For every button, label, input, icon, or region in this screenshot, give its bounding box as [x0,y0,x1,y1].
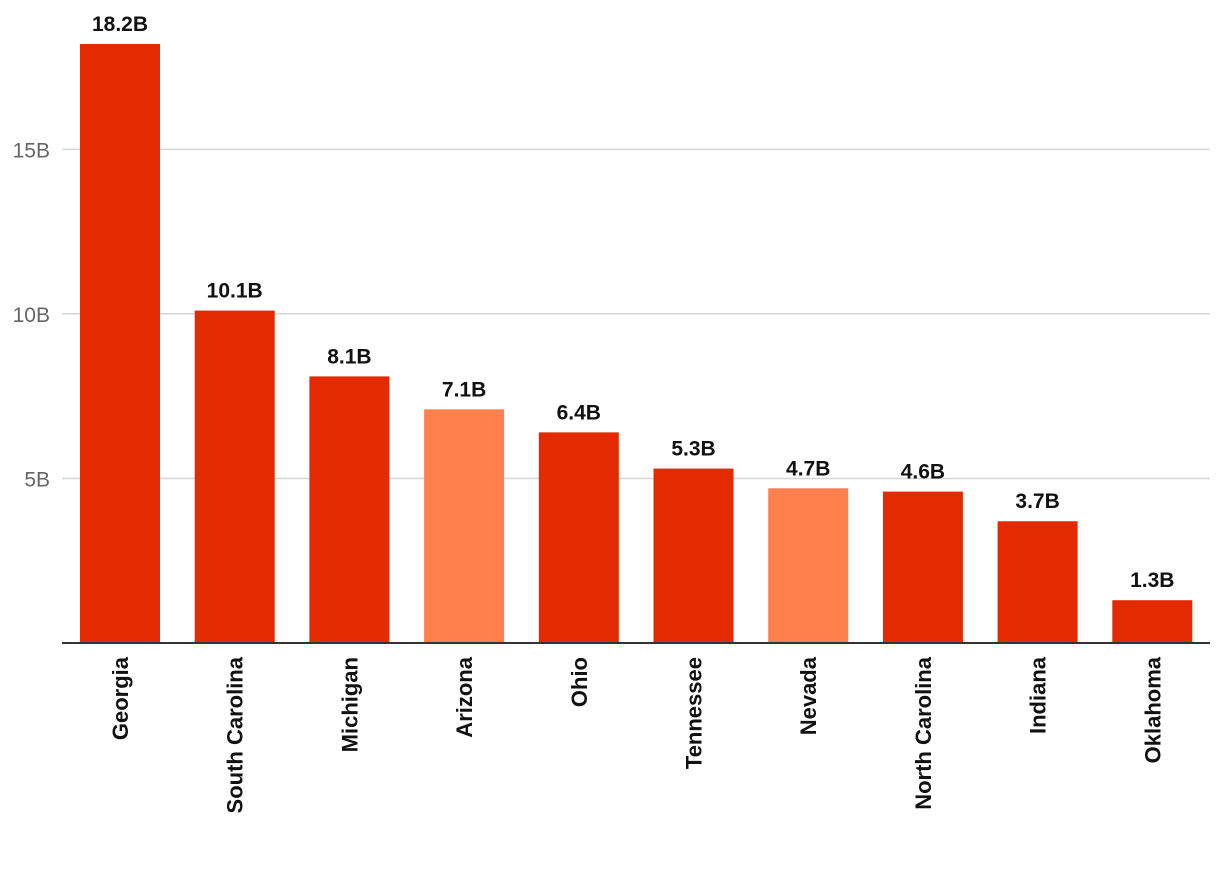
data-label-arizona: 7.1B [442,378,486,401]
x-tick-label-ohio: Ohio [567,657,592,707]
x-tick-label-tennessee: Tennessee [682,657,707,769]
x-tick-label-south-carolina: South Carolina [223,656,248,813]
bar-arizona [424,409,505,643]
data-labels: 18.2B 10.1B 8.1B 7.1B 6.4B 5.3B 4.7B 4.6B 3.7B 1.… [92,13,1175,592]
x-tick-label-michigan: Michigan [337,657,362,752]
bar-oklahoma [1112,600,1193,643]
y-tick-label: 15B [13,139,50,162]
bar-south-carolina [194,310,275,643]
data-label-north-carolina: 4.6B [901,461,945,484]
x-tick-label-indiana: Indiana [1026,656,1051,734]
data-label-nevada: 4.7B [786,457,830,480]
data-label-south-carolina: 10.1B [207,280,263,303]
bar-georgia [80,44,160,643]
data-label-ohio: 6.4B [557,401,601,424]
bar-north-carolina [882,491,963,643]
x-tick-label-arizona: Arizona [452,656,477,737]
bar-tennessee [653,468,734,643]
data-label-oklahoma: 1.3B [1130,569,1174,592]
y-tick-label: 10B [13,304,50,327]
bar-ohio [538,432,619,643]
y-tick-label: 5B [24,468,50,491]
bar-michigan [309,376,390,643]
x-tick-label-north-carolina: North Carolina [911,656,936,810]
gridlines: 5B 10B 15B [13,139,1210,491]
x-axis-labels: Georgia South Carolina Michigan Arizona Ohio… [108,656,1165,813]
x-tick-label-georgia: Georgia [108,656,133,740]
data-label-tennessee: 5.3B [671,438,715,461]
x-tick-label-nevada: Nevada [796,656,821,735]
bar-nevada [768,488,849,643]
data-label-georgia: 18.2B [92,13,148,36]
data-label-indiana: 3.7B [1015,490,1059,513]
bars [80,44,1193,643]
data-label-michigan: 8.1B [327,345,371,368]
x-tick-label-oklahoma: Oklahoma [1140,656,1165,763]
bar-indiana [997,521,1078,643]
